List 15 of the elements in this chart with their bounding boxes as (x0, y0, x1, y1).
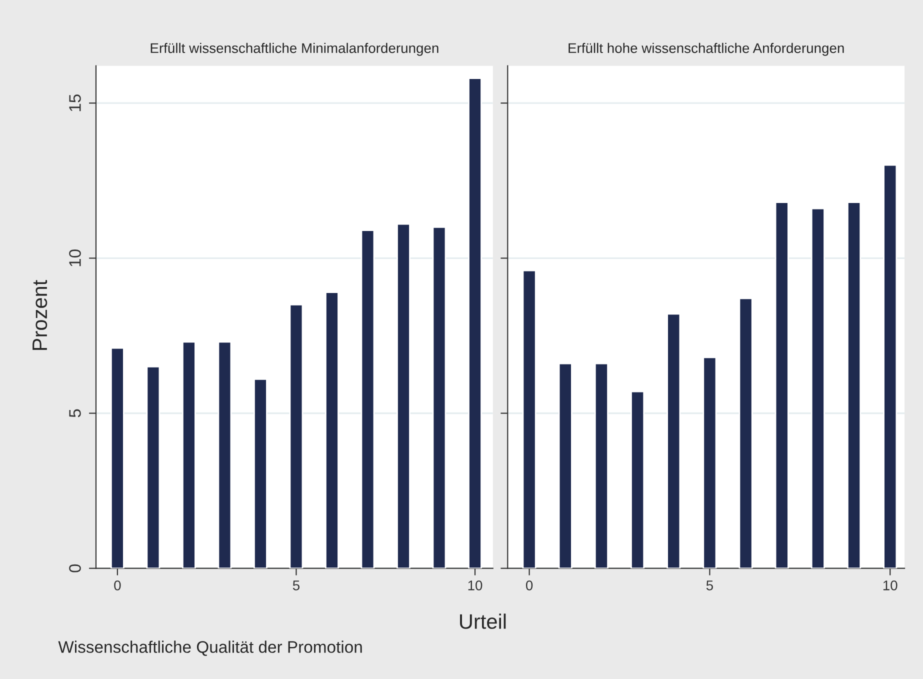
chart-title: Erfüllt wissenschaftliche Minimalanforderungen (150, 42, 438, 56)
x-tick-label: 10 (883, 580, 898, 590)
text: Wissenschaftliche Qualität der Promotion (58, 640, 362, 656)
x-tick-label: 0 (114, 580, 121, 590)
x-tick-label: 0 (526, 580, 533, 590)
y-axis-title: Prozent (32, 280, 48, 350)
y-tick-label: 15 (69, 94, 81, 112)
y-tick-label: 5 (69, 409, 81, 418)
y-tick-label: 10 (69, 250, 81, 266)
x-axis-title: Urteil (460, 614, 506, 629)
x-tick-label: 10 (468, 580, 482, 590)
chart-title: Erfüllt hohe wissenschaftliche Anforderungen (568, 42, 844, 56)
y-tick-label: 0 (69, 564, 81, 572)
x-tick-label: 5 (706, 580, 713, 590)
x-tick-label: 5 (292, 580, 300, 590)
